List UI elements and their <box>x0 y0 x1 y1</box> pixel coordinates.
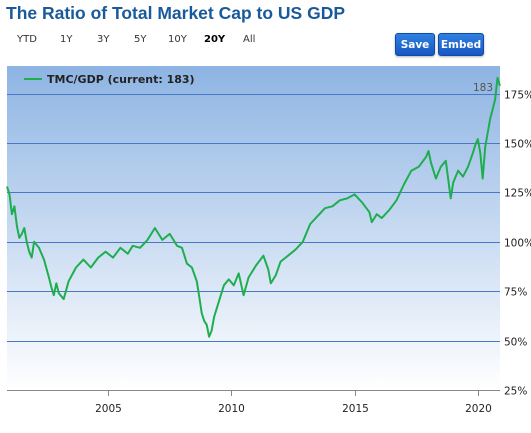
x-tick-label: 2005 <box>95 403 122 415</box>
y-tick-label: 75% <box>504 287 527 299</box>
page-title: The Ratio of Total Market Cap to US GDP <box>6 3 346 23</box>
range-20y[interactable]: 20Y <box>204 34 226 45</box>
y-tick-label: 150% <box>504 139 531 151</box>
save-button[interactable]: Save <box>395 33 435 56</box>
y-tick-label: 175% <box>504 90 531 102</box>
plot-area <box>7 66 500 390</box>
x-tick-label: 2020 <box>465 403 492 415</box>
range-1y[interactable]: 1Y <box>60 34 73 45</box>
y-tick-label: 50% <box>504 337 527 349</box>
x-axis: 2005 2010 2015 2020 <box>95 390 492 415</box>
range-ytd[interactable]: YTD <box>17 34 37 45</box>
gridlines <box>7 94 500 342</box>
legend-label: TMC/GDP (current: 183) <box>47 73 195 86</box>
tmc-gdp-line <box>6 76 501 338</box>
y-axis: 25% 50% 75% 100% 125% 150% 175% <box>504 90 531 398</box>
range-10y[interactable]: 10Y <box>168 34 187 45</box>
y-tick-label: 125% <box>504 188 531 200</box>
x-tick-label: 2015 <box>342 403 369 415</box>
range-5y[interactable]: 5Y <box>134 34 147 45</box>
embed-button[interactable]: Embed <box>438 33 484 56</box>
range-selector: YTD 1Y 3Y 5Y 10Y 20Y All <box>0 34 300 48</box>
y-tick-label: 25% <box>504 386 527 398</box>
x-tick-label: 2010 <box>218 403 245 415</box>
range-all[interactable]: All <box>243 34 256 45</box>
range-3y[interactable]: 3Y <box>97 34 110 45</box>
y-tick-label: 100% <box>504 238 531 250</box>
current-value-label: 183 <box>473 82 493 94</box>
